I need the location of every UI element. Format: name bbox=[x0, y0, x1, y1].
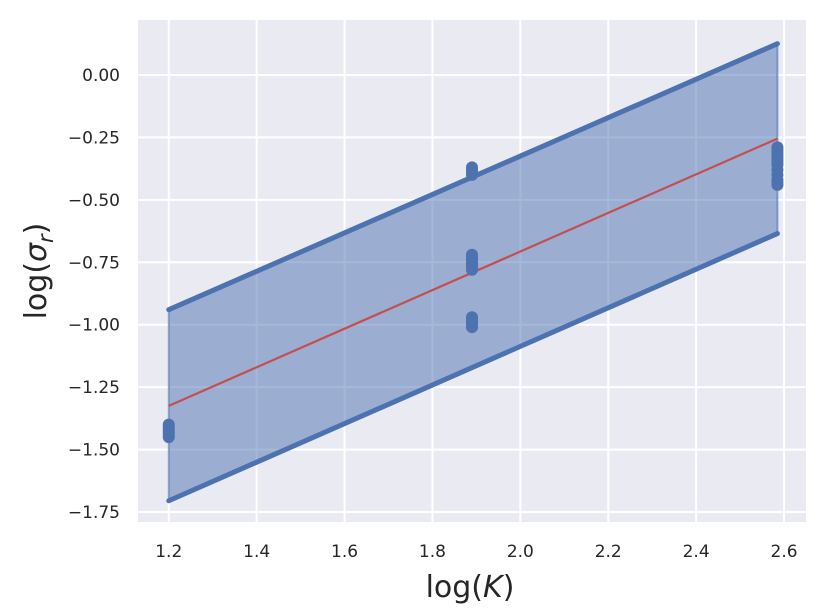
y-tick-label: −0.50 bbox=[68, 191, 120, 211]
y-tick-label: 0.00 bbox=[82, 66, 120, 86]
x-tick-label: 1.4 bbox=[243, 542, 270, 562]
x-tick-labels: 1.2 1.4 1.6 1.8 2.0 2.2 2.4 2.6 bbox=[155, 542, 797, 562]
y-axis-label: log(σr) bbox=[19, 223, 58, 320]
y-tick-label: −0.25 bbox=[68, 128, 120, 148]
y-tick-labels: 0.00 −0.25 −0.50 −0.75 −1.00 −1.25 −1.50 −1.75 bbox=[68, 66, 120, 523]
x-tick-label: 2.0 bbox=[507, 542, 534, 562]
data-point bbox=[771, 178, 784, 191]
x-axis-label: log(K) bbox=[426, 570, 515, 605]
data-point bbox=[162, 431, 175, 444]
data-point bbox=[466, 263, 478, 276]
x-tick-label: 1.8 bbox=[419, 542, 446, 562]
y-tick-label: −1.75 bbox=[68, 503, 120, 523]
x-tick-label: 1.6 bbox=[331, 542, 358, 562]
x-tick-label: 2.4 bbox=[683, 542, 710, 562]
y-tick-label: −1.50 bbox=[68, 441, 120, 461]
x-tick-label: 2.6 bbox=[771, 542, 798, 562]
data-points bbox=[162, 141, 784, 444]
x-tick-label: 2.2 bbox=[595, 542, 622, 562]
band-lower-line bbox=[166, 231, 780, 504]
y-tick-label: −1.25 bbox=[68, 378, 120, 398]
data-point bbox=[466, 168, 478, 181]
x-tick-label: 1.2 bbox=[155, 542, 182, 562]
y-tick-label: −1.00 bbox=[68, 316, 120, 336]
data-point bbox=[466, 321, 478, 334]
y-tick-label: −0.75 bbox=[68, 253, 120, 273]
